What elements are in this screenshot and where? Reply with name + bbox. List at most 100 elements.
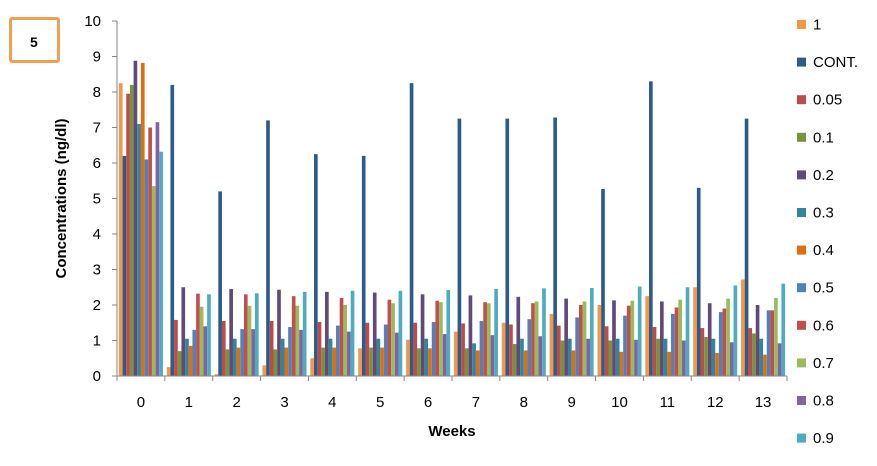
bar-03-week-1 — [185, 338, 189, 376]
bar-005-week-13 — [748, 328, 753, 376]
bars-group — [118, 60, 786, 377]
x-tick-label: 6 — [424, 394, 432, 411]
bar-07-week-13 — [774, 297, 778, 376]
bar-09-week-4 — [350, 290, 355, 376]
bar-04-week-5 — [380, 347, 384, 376]
bar-01-week-7 — [464, 348, 469, 376]
bar-005-week-12 — [700, 328, 705, 376]
bar-06-week-9 — [578, 305, 583, 376]
bar-005-week-1 — [174, 319, 178, 376]
bar-07-week-8 — [534, 301, 539, 376]
bar-03-week-0 — [137, 123, 141, 376]
bar-02-week-4 — [325, 291, 329, 376]
bar-08-week-6 — [442, 334, 447, 376]
bar-02-week-13 — [755, 305, 760, 376]
x-tick-label: 2 — [232, 394, 240, 411]
bar-02-week-10 — [612, 300, 616, 376]
bar-05-week-0 — [144, 159, 149, 376]
y-tick-label: 5 — [93, 191, 101, 208]
bar-07-week-0 — [151, 186, 156, 376]
bar-05-week-11 — [671, 313, 675, 377]
bar-04-week-0 — [140, 62, 145, 376]
x-tick-label: 7 — [472, 394, 480, 411]
bar-04-week-4 — [332, 347, 337, 376]
bar-cont-week-11 — [649, 81, 653, 376]
y-tick-label: 2 — [93, 297, 101, 314]
legend-swatch — [797, 20, 806, 29]
y-tick-label: 0 — [93, 368, 101, 385]
bar-cont-week-13 — [744, 118, 749, 377]
bar-05-week-7 — [479, 320, 484, 376]
bar-01-week-6 — [417, 348, 421, 376]
bar-03-week-10 — [615, 338, 620, 376]
bar-08-week-11 — [682, 340, 686, 376]
bar-07-week-12 — [726, 298, 730, 376]
bar-05-week-4 — [336, 325, 340, 376]
bar-02-week-8 — [516, 296, 521, 376]
bar-09-week-2 — [254, 293, 259, 376]
bar-04-week-8 — [523, 350, 528, 376]
bar-cont-week-9 — [553, 117, 557, 376]
bar-03-week-3 — [280, 338, 285, 376]
bar-04-week-12 — [715, 352, 719, 376]
legend-label: 0.6 — [813, 317, 834, 334]
x-tick-label: 10 — [611, 394, 628, 411]
bar-09-week-9 — [589, 287, 594, 376]
x-tick-label: 0 — [137, 394, 145, 411]
bar-04-week-1 — [188, 345, 193, 376]
bar-09-week-13 — [781, 283, 786, 376]
y-axis-title: Concentrations (ng/dl) — [53, 119, 70, 279]
x-tick-label: 11 — [660, 394, 676, 411]
legend-swatch — [797, 396, 806, 405]
bar-06-week-0 — [148, 127, 152, 376]
bar-07-week-11 — [678, 299, 683, 376]
bar-cont-week-3 — [266, 120, 270, 377]
bar-07-week-5 — [391, 303, 395, 376]
bar-03-week-11 — [663, 338, 668, 376]
legend-label: 0.2 — [813, 167, 834, 184]
bar-005-week-8 — [509, 324, 513, 376]
bar-05-week-6 — [431, 322, 436, 376]
bar-03-week-7 — [472, 343, 476, 376]
bar-005-week-11 — [652, 327, 657, 376]
bar-01-week-13 — [752, 333, 756, 376]
bar-05-week-5 — [383, 324, 388, 376]
bar-02-week-1 — [181, 287, 186, 376]
bar-04-week-6 — [428, 348, 432, 376]
bar-01-week-3 — [273, 349, 278, 377]
x-tick-label: 1 — [185, 394, 193, 411]
bar-01-week-8 — [512, 344, 517, 376]
bar-06-week-6 — [435, 300, 440, 376]
bar-02-week-9 — [564, 298, 568, 376]
bar-1-week-3 — [262, 365, 267, 376]
bar-cont-week-4 — [314, 154, 318, 377]
bar-05-week-8 — [527, 319, 532, 376]
bar-07-week-9 — [582, 301, 587, 376]
bar-1-week-12 — [693, 287, 697, 376]
legend-swatch — [797, 57, 806, 67]
bar-06-week-13 — [770, 310, 775, 376]
bar-005-week-5 — [365, 322, 370, 376]
y-tick-label: 4 — [93, 226, 101, 243]
legend-swatch — [797, 208, 806, 217]
bar-1-week-10 — [597, 305, 602, 376]
bar-06-week-10 — [626, 305, 631, 376]
bar-07-week-2 — [247, 305, 252, 376]
bar-1-week-2 — [214, 374, 219, 376]
bar-09-week-11 — [685, 287, 690, 376]
bar-04-week-7 — [475, 350, 480, 376]
bar-01-week-1 — [177, 351, 182, 376]
bar-04-week-13 — [763, 354, 767, 376]
legend-label: 0.05 — [813, 92, 842, 109]
bar-1-week-6 — [406, 339, 410, 376]
bar-06-week-2 — [243, 294, 248, 376]
y-tick-label: 3 — [93, 262, 101, 279]
bar-cont-week-1 — [170, 84, 175, 377]
bar-08-week-5 — [394, 332, 399, 376]
bar-cont-week-6 — [409, 83, 414, 377]
figure-number-badge: 5 — [9, 17, 60, 63]
x-tick-label: 8 — [520, 394, 528, 411]
bar-03-week-8 — [520, 338, 524, 376]
bar-1-week-4 — [310, 358, 315, 376]
